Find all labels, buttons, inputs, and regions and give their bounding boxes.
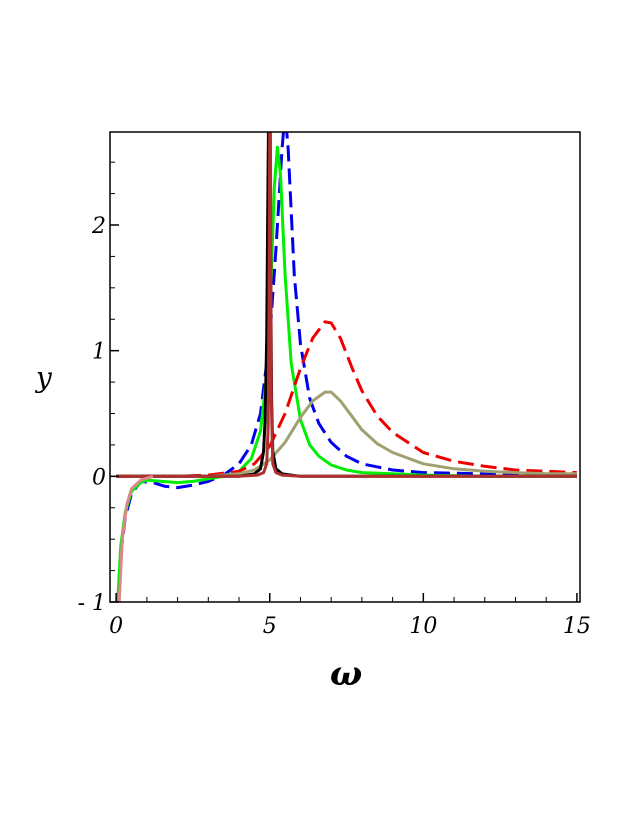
y-tick-label: 1 [92, 340, 106, 365]
x-tick-label: 15 [563, 614, 591, 639]
series-line-7 [117, 474, 154, 602]
series-line-4 [116, 390, 577, 478]
y-tick-label: 2 [91, 214, 106, 239]
x-tick-label: 5 [263, 614, 277, 639]
x-axis-label: ω [330, 654, 362, 694]
x-tick-label: 10 [409, 614, 437, 639]
series-line-1 [116, 132, 577, 602]
y-axis-label: y [34, 361, 53, 394]
series-line-5 [116, 132, 577, 478]
series-line-2 [116, 145, 577, 602]
axis-ticks [110, 161, 578, 603]
y-tick-label: - 1 [78, 591, 106, 616]
y-tick-label: 0 [92, 465, 106, 490]
series-lines [116, 132, 577, 602]
plot-frame [109, 131, 581, 603]
series-line-6 [116, 132, 577, 478]
series-line-3 [116, 320, 577, 478]
x-tick-label: 0 [109, 614, 123, 639]
